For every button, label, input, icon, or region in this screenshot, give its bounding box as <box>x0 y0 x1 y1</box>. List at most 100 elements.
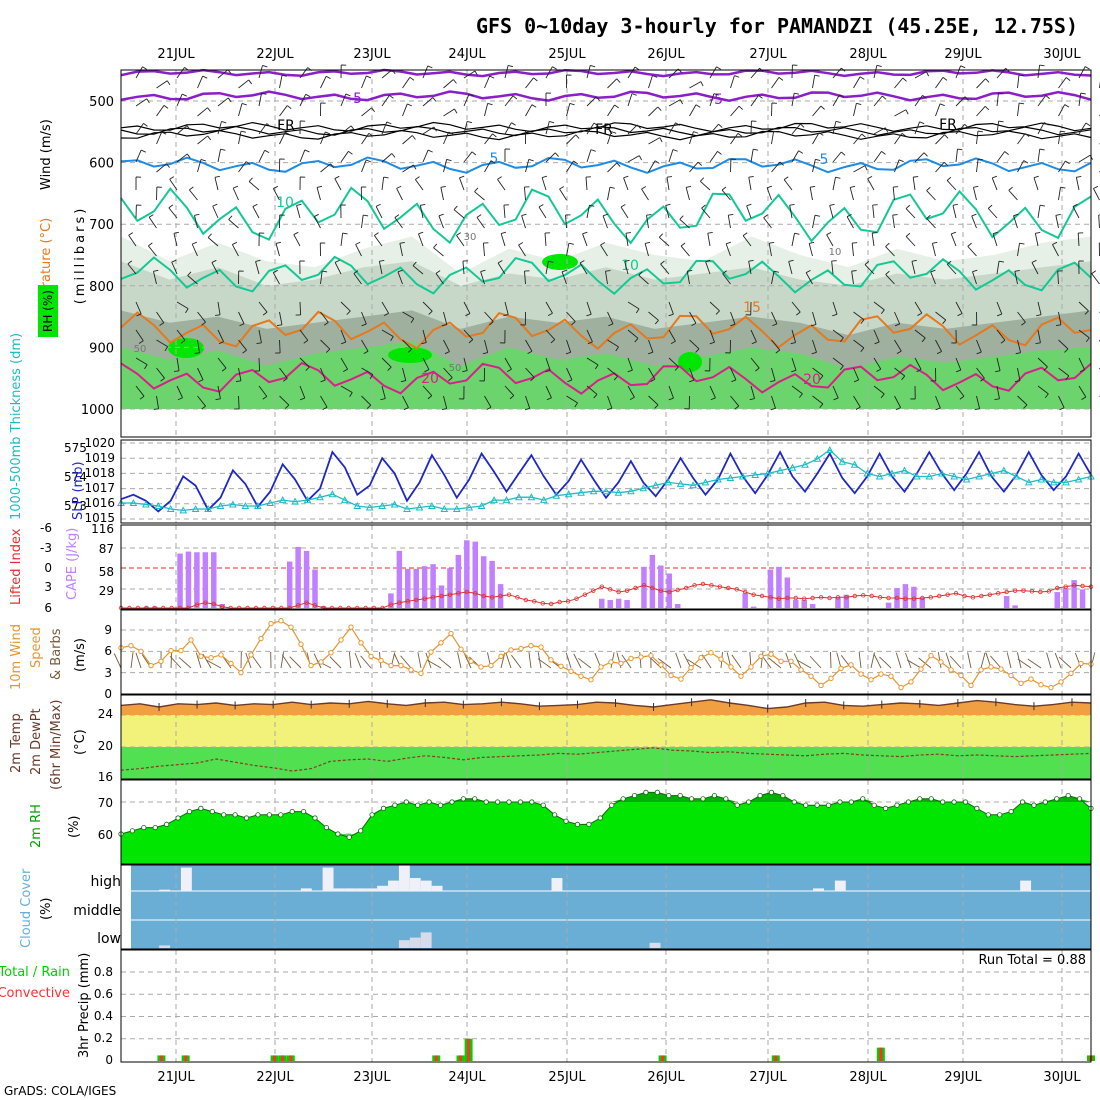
wind-barb-flag <box>166 80 171 86</box>
wind-barb-flag <box>322 270 328 273</box>
date-label-top: 30JUL <box>1043 47 1081 62</box>
precip-conv-bar <box>273 1055 277 1061</box>
contour-label: 20 <box>803 372 821 388</box>
wind-barb <box>238 339 247 351</box>
ylabel-millibars: (millibars) <box>73 206 88 305</box>
wind-barb-flag <box>508 64 514 68</box>
cape-tick-label: 58 <box>99 565 114 579</box>
rh-marker <box>232 812 238 818</box>
wind-barb <box>700 180 711 191</box>
cape-bar <box>658 565 664 608</box>
wind-barb <box>320 395 328 408</box>
wind-barb-flag <box>342 368 348 373</box>
lifted-index-marker <box>979 593 984 599</box>
wind-barb-flag <box>675 122 680 126</box>
wind-barb <box>627 66 636 79</box>
thickness-marker <box>452 504 461 512</box>
cape-bar <box>405 568 411 608</box>
wind-barb-10m <box>873 653 882 669</box>
wind-barb <box>955 357 962 371</box>
rh-tick-label: 70 <box>98 796 113 810</box>
wind-barb <box>153 271 157 285</box>
wind-barb <box>135 149 142 163</box>
wind-barb <box>566 243 570 257</box>
wind-barb-10m <box>895 652 902 669</box>
cloud-high-bar <box>1020 880 1032 891</box>
wind-barb <box>666 177 670 191</box>
wind-barb-flag <box>1035 342 1041 345</box>
wind-barb <box>1058 367 1070 377</box>
wind-barb <box>320 339 331 350</box>
wind-barb-flag <box>957 148 963 151</box>
wind-barb-flag <box>512 95 518 100</box>
below-surface <box>121 410 1091 437</box>
wind-barb-flag <box>1039 64 1045 67</box>
wind-barb-10m <box>170 651 173 669</box>
wind-barb-flag <box>753 148 759 151</box>
wind-barb <box>545 152 556 163</box>
wind-barb <box>689 161 699 173</box>
wind-barb-flag <box>322 406 328 411</box>
contour-label: 50 <box>134 344 147 355</box>
wind-barb-10m <box>879 656 892 669</box>
wind-barb-flag <box>261 92 267 95</box>
temp-20to24-band <box>121 715 1091 747</box>
wind-barb-flag <box>872 232 878 234</box>
wind-barb <box>1031 262 1039 275</box>
wind-barb-flag <box>895 407 901 411</box>
wind-barb <box>1013 215 1018 229</box>
wind-speed-marker <box>978 667 984 673</box>
thickness-marker <box>962 475 971 483</box>
rh-marker <box>221 812 227 818</box>
wind-barb <box>402 367 407 381</box>
wind-barb-flag <box>314 213 319 217</box>
wind-barb-flag <box>1036 314 1042 317</box>
wind-barb-flag <box>349 392 353 397</box>
rh-marker <box>483 799 489 805</box>
wind-barb <box>967 246 977 257</box>
ylabel-2m-rh: 2m RH <box>29 804 44 848</box>
thickness-marker <box>1049 478 1058 486</box>
cloud-high-bar <box>366 888 378 891</box>
wind-ylabel-group: 10m Wind <box>9 624 24 690</box>
rh-shade-layer <box>121 341 1091 409</box>
wind-barb <box>402 103 408 117</box>
wind-speed-marker <box>638 654 644 660</box>
wind-barb-flag <box>818 132 824 136</box>
cape-bar <box>455 554 462 608</box>
wind-barb-10m <box>280 652 284 669</box>
wind-barb <box>484 160 492 173</box>
wind-barb <box>686 271 690 285</box>
lifted-index-marker <box>726 585 731 591</box>
thickness-marker <box>1037 475 1046 483</box>
wind-barb-flag <box>833 397 839 401</box>
wind-barb-flag <box>420 203 426 206</box>
cloud-high-bar <box>355 888 367 891</box>
wind-barb <box>197 75 204 89</box>
cape-bar <box>472 541 479 608</box>
temp-below20-band <box>121 747 1091 779</box>
thickness-marker <box>502 496 511 504</box>
rh-marker <box>928 796 934 802</box>
wind-speed-marker <box>1068 670 1074 677</box>
wind-barb-flag <box>128 232 134 236</box>
wind-barb <box>402 395 409 408</box>
wind-barb <box>1037 65 1041 79</box>
wind-barb-flag <box>881 95 887 100</box>
wind-speed-marker <box>488 662 494 669</box>
wind-barb-flag <box>876 368 882 372</box>
wind-barb-flag <box>1019 242 1025 245</box>
wind-barb-flag <box>892 214 898 216</box>
precip-conv-bar <box>661 1055 665 1061</box>
wind-barb-flag <box>202 75 208 79</box>
wind-barb-flag <box>658 233 664 238</box>
panels: 21JUL21JUL22JUL22JUL23JUL23JUL24JUL24JUL… <box>0 47 1100 1085</box>
wind-barb-flag <box>666 176 673 178</box>
wind-barb-flag <box>215 398 221 401</box>
wind-barb <box>766 187 772 201</box>
lifted-index-marker <box>861 593 866 598</box>
wind-barb-flag <box>911 259 917 262</box>
wind-barb-flag <box>725 241 731 245</box>
wind-barb-10m <box>621 654 632 669</box>
wind-barb <box>867 178 875 191</box>
